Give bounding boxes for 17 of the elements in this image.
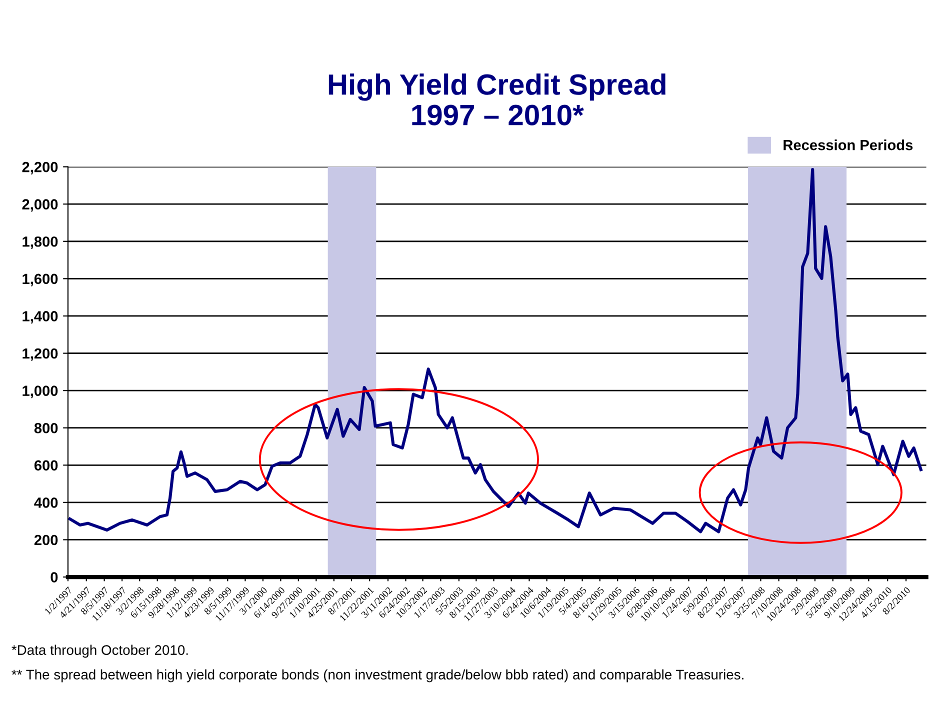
chart-title: High Yield Credit Spread 1997 – 2010*: [328, 73, 666, 126]
y-tick-label: 2,200: [22, 162, 58, 174]
y-tick-label: 1,600: [22, 274, 58, 286]
y-tick-label: 1,000: [22, 386, 58, 398]
text: ** The spread between high yield corporate bonds (non investment grade/below bbb rated) and comparable Treasuries.: [12, 669, 744, 682]
y-tick-label: 0: [50, 572, 58, 582]
y-tick-label: 800: [34, 422, 58, 434]
y-tick-label: 1,400: [22, 311, 58, 324]
y-tick-label: 1,800: [22, 236, 58, 249]
y-tick-label: 400: [34, 498, 58, 508]
legend-label: Recession Periods: [784, 140, 913, 150]
y-tick-label: 600: [34, 460, 58, 471]
line-series: [68, 168, 922, 534]
text: *Data through October 2010.: [12, 644, 188, 658]
y-tick-label: 2,000: [22, 199, 58, 212]
y-tick-label: 1,200: [22, 348, 58, 361]
y-tick-label: 200: [34, 534, 58, 546]
